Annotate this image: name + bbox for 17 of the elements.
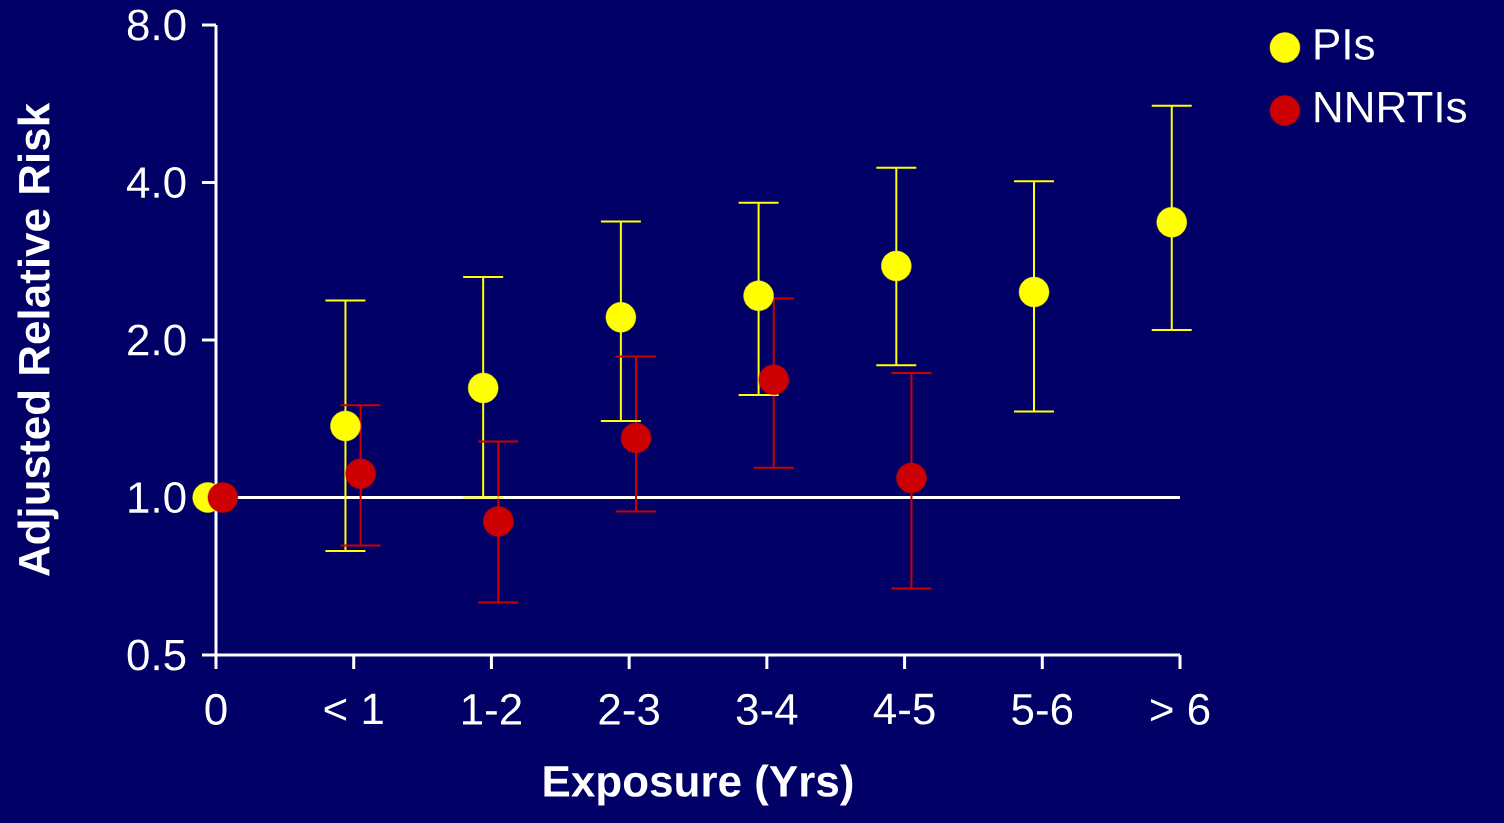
x-axis-title: Exposure (Yrs)	[544, 764, 853, 806]
legend-label: PIs	[1315, 29, 1374, 60]
x-tick-label: 1-2	[462, 693, 522, 725]
x-tick-label: 2-3	[599, 693, 659, 726]
y-tick-label: 0.5	[127, 639, 186, 671]
x-tick-label: < 1	[324, 693, 383, 725]
y-tick-label: 2.0	[128, 324, 186, 356]
x-tick-label: 3-4	[736, 693, 798, 726]
x-tick-label: 4-5	[873, 693, 935, 725]
y-tick-label: 4.0	[126, 166, 186, 199]
y-tick-label: 1.0	[129, 481, 186, 514]
y-axis-title: Adjusted Relative Risk	[17, 102, 59, 577]
x-tick-label: 5-6	[1012, 693, 1073, 726]
x-tick-label: > 6	[1150, 693, 1210, 726]
y-tick-label: 8.0	[127, 9, 186, 41]
legend-label: NNRTIs	[1315, 92, 1466, 123]
x-tick-label: 0	[205, 693, 227, 726]
